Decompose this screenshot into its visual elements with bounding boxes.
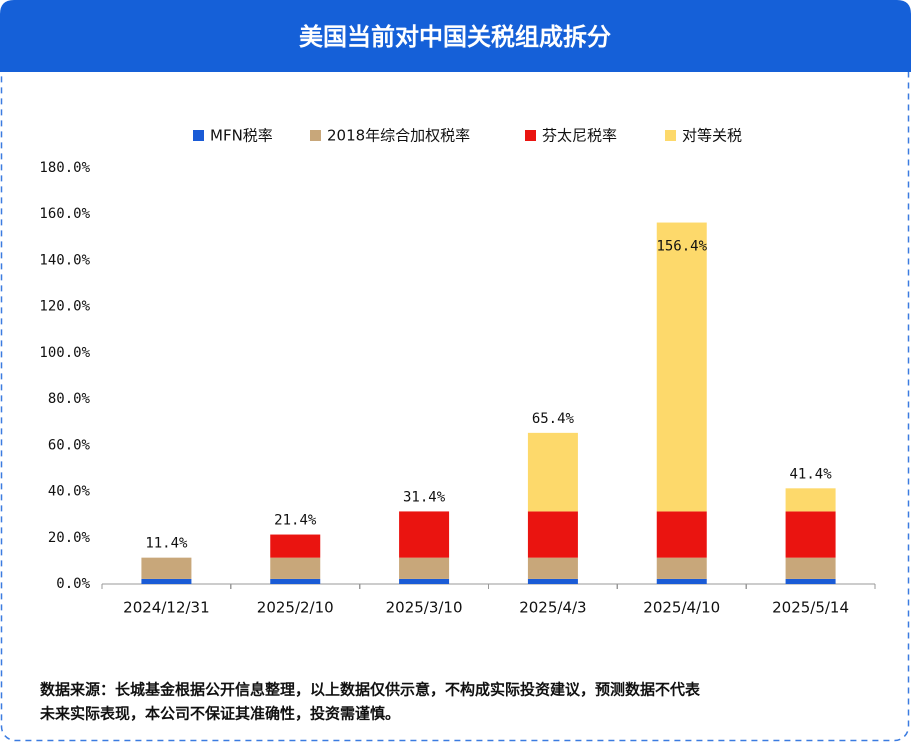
bar-segment (785, 557, 836, 579)
title-banner (0, 0, 911, 72)
y-tick-label: 80.0% (48, 391, 91, 407)
legend-label: 2018年综合加权税率 (327, 127, 470, 145)
x-tick-label: 2025/4/3 (519, 599, 586, 617)
y-tick-label: 100.0% (39, 345, 90, 361)
total-label: 156.4% (656, 239, 707, 255)
x-tick-label: 2025/4/10 (643, 599, 720, 617)
legend-label: MFN税率 (210, 127, 273, 145)
bar-segment (656, 557, 707, 579)
bar-segment (270, 534, 321, 558)
x-tick-label: 2024/12/31 (123, 599, 209, 617)
y-tick-label: 0.0% (56, 576, 90, 592)
y-tick-label: 40.0% (48, 484, 91, 500)
y-tick-label: 120.0% (39, 299, 90, 315)
note: 未来实际表现，本公司不保证其准确性，投资需谨慎。 (39, 705, 400, 723)
bar-segment (270, 578, 321, 584)
bar-segment (399, 511, 450, 558)
bar-segment (399, 557, 450, 579)
total-label: 65.4% (532, 411, 575, 427)
total-label: 11.4% (145, 536, 188, 552)
bar-segment (785, 578, 836, 584)
bar-segment (656, 578, 707, 584)
x-tick-label: 2025/3/10 (386, 599, 463, 617)
note: 数据来源：长城基金根据公开信息整理，以上数据仅供示意，不构成实际投资建议，预测数… (40, 681, 701, 699)
y-tick-label: 140.0% (39, 252, 90, 268)
bar-segment (527, 432, 578, 512)
bar-segment (785, 511, 836, 558)
legend-swatch (310, 130, 321, 141)
chart-title: 美国当前对中国关税组成拆分 (299, 23, 611, 51)
bar-segment (141, 578, 192, 584)
y-tick-label: 20.0% (48, 530, 91, 546)
bar-segment (656, 222, 707, 512)
y-tick-label: 60.0% (48, 437, 91, 453)
legend-label: 对等关税 (682, 127, 742, 145)
bar-segment (527, 557, 578, 579)
bar-segment (141, 557, 192, 579)
total-label: 31.4% (403, 489, 446, 505)
bar-segment (527, 578, 578, 584)
legend-swatch (193, 130, 204, 141)
bar-segment (656, 511, 707, 558)
y-tick-label: 160.0% (39, 206, 90, 222)
bar-segment (527, 511, 578, 558)
bar-segment (270, 557, 321, 579)
total-label: 41.4% (790, 466, 833, 482)
bar-segment (785, 488, 836, 512)
x-tick-label: 2025/2/10 (257, 599, 334, 617)
bar-segment (399, 578, 450, 584)
x-tick-label: 2025/5/14 (772, 599, 849, 617)
legend-swatch (525, 130, 536, 141)
y-tick-label: 180.0% (39, 160, 90, 176)
legend-swatch (665, 130, 676, 141)
legend-label: 芬太尼税率 (542, 127, 617, 145)
total-label: 21.4% (274, 513, 317, 529)
